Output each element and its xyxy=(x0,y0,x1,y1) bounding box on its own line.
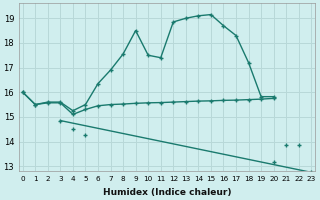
X-axis label: Humidex (Indice chaleur): Humidex (Indice chaleur) xyxy=(103,188,231,197)
